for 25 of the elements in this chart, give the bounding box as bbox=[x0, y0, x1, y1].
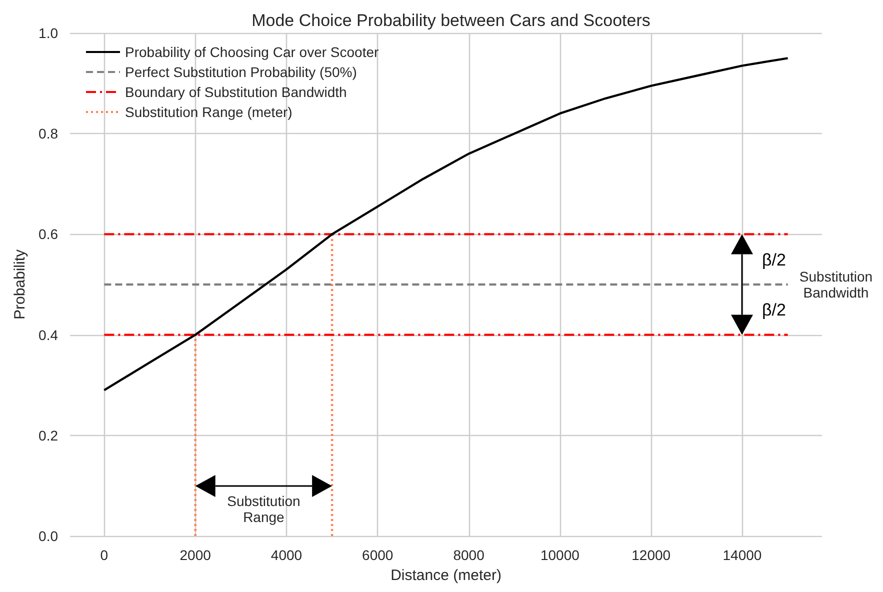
y-tick-label: 0.8 bbox=[38, 126, 58, 142]
y-tick-label: 0.0 bbox=[38, 528, 58, 544]
x-tick-label: 14000 bbox=[722, 547, 762, 563]
annotation: β/2 bbox=[762, 250, 786, 270]
annotation: Substitution Range bbox=[227, 493, 300, 525]
y-tick-label: 0.2 bbox=[38, 427, 58, 444]
annotation: β/2 bbox=[762, 300, 786, 320]
legend-label: Boundary of Substitution Bandwidth bbox=[125, 84, 347, 100]
annotation: Substitution Bandwidth bbox=[799, 268, 873, 300]
legend-label: Perfect Substitution Probability (50%) bbox=[125, 64, 357, 80]
chart-title: Mode Choice Probability between Cars and Scooters bbox=[252, 11, 650, 30]
legend-label: Substitution Range (meter) bbox=[125, 104, 292, 120]
legend-label: Probability of Choosing Car over Scooter bbox=[125, 44, 380, 60]
x-tick-label: 10000 bbox=[540, 547, 580, 563]
x-tick-label: 8000 bbox=[453, 547, 485, 563]
y-tick-label: 0.4 bbox=[38, 326, 58, 343]
x-axis-title: Distance (meter) bbox=[390, 567, 502, 584]
y-axis-title: Probability bbox=[12, 248, 29, 320]
y-tick-label: 1.0 bbox=[38, 25, 58, 41]
x-tick-label: 6000 bbox=[362, 547, 394, 563]
x-tick-label: 4000 bbox=[270, 547, 302, 563]
x-tick-label: 12000 bbox=[632, 547, 671, 563]
x-tick-label: 2000 bbox=[180, 547, 212, 563]
y-tick-label: 0.6 bbox=[38, 226, 58, 242]
x-tick-label: 0 bbox=[100, 547, 108, 563]
